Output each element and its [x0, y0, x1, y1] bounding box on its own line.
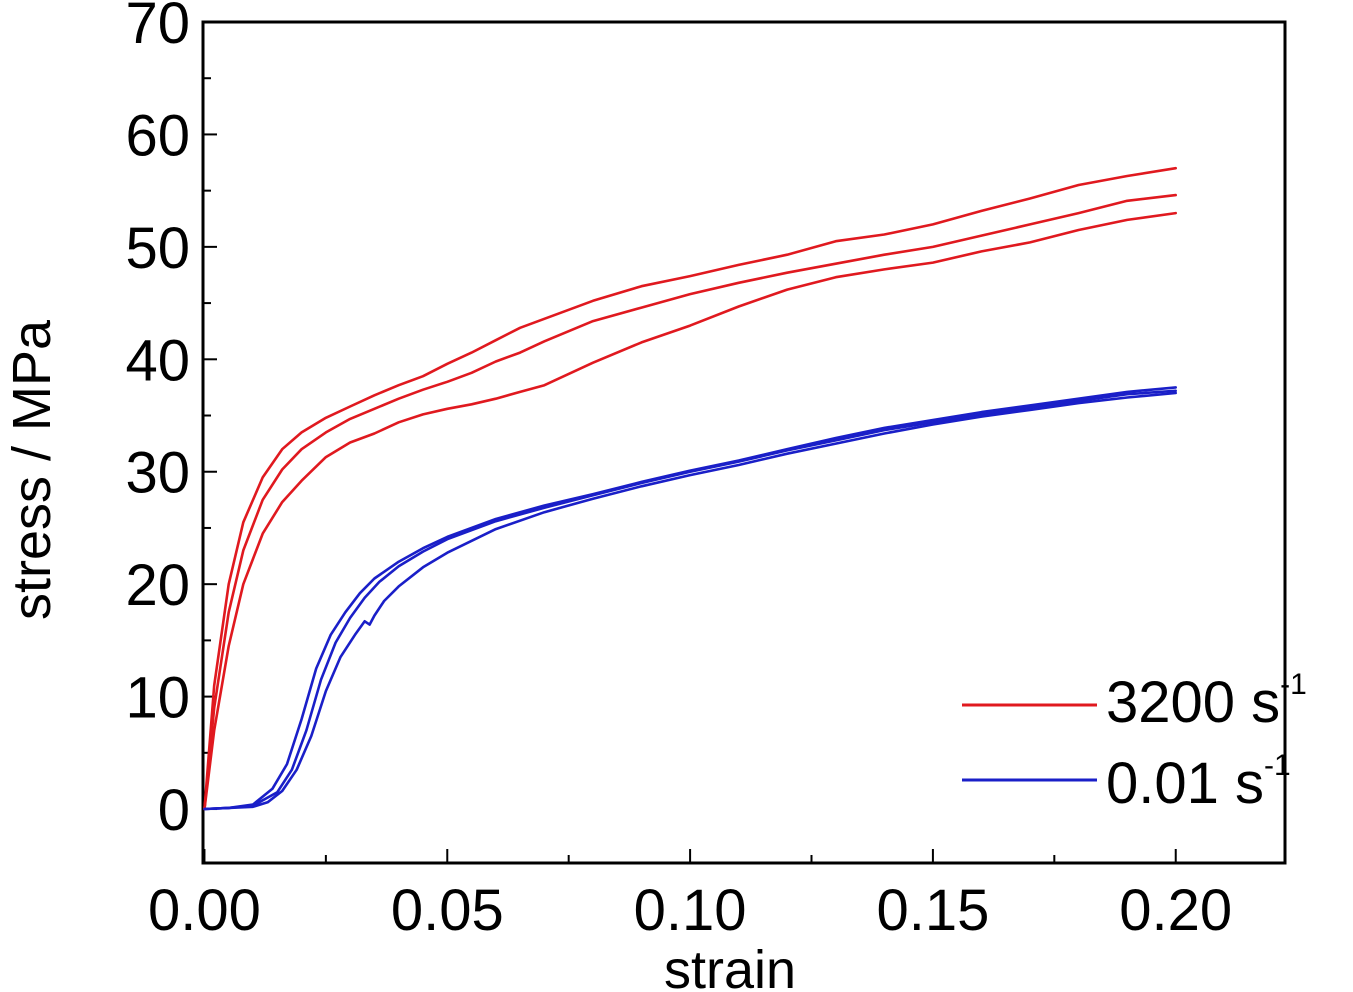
legend: 3200 s-1 0.01 s-1 [962, 668, 1307, 816]
legend-label-001-text: 0.01 s [1106, 751, 1264, 816]
y-tick-label: 40 [125, 328, 190, 393]
legend-item-001: 0.01 s-1 [962, 749, 1291, 816]
x-tick-label: 0.10 [634, 878, 747, 943]
series-layer [203, 166, 1177, 811]
series-001-line-4 [203, 386, 1177, 811]
series-3200-line-2 [203, 193, 1177, 811]
y-tick-label: 50 [125, 216, 190, 281]
y-tick-label: 20 [125, 553, 190, 618]
y-tick-label: 0 [158, 778, 190, 843]
axis-ticks [203, 21, 1177, 863]
legend-label-3200: 3200 s-1 [1106, 668, 1307, 735]
series-001-line-5 [203, 389, 1177, 811]
plot-frame [201, 20, 1287, 865]
y-tick-label: 30 [125, 441, 190, 506]
x-tick-label: 0.20 [1119, 878, 1232, 943]
series-001-line-6 [203, 391, 1177, 811]
legend-label-3200-sup: -1 [1280, 668, 1307, 701]
legend-item-3200: 3200 s-1 [962, 668, 1307, 735]
legend-label-3200-text: 3200 s [1106, 670, 1280, 735]
x-tick-label: 0.05 [391, 878, 504, 943]
legend-label-001-sup: -1 [1264, 749, 1291, 782]
x-tick-label: 0.00 [148, 878, 261, 943]
y-tick-label: 60 [125, 103, 190, 168]
axis-tick-labels: 0.00 0.05 0.10 0.15 0.20 0 10 20 30 40 50 60 70 [125, 0, 1232, 943]
legend-label-001: 0.01 s-1 [1106, 749, 1291, 816]
series-3200-line-3 [203, 211, 1177, 811]
x-tick-label: 0.15 [876, 878, 989, 943]
x-axis-label: strain [664, 940, 796, 992]
y-tick-label: 70 [125, 0, 190, 56]
y-axis-label: stress / MPa [2, 319, 62, 620]
series-3200-line-1 [203, 166, 1177, 811]
y-tick-label: 10 [125, 666, 190, 731]
